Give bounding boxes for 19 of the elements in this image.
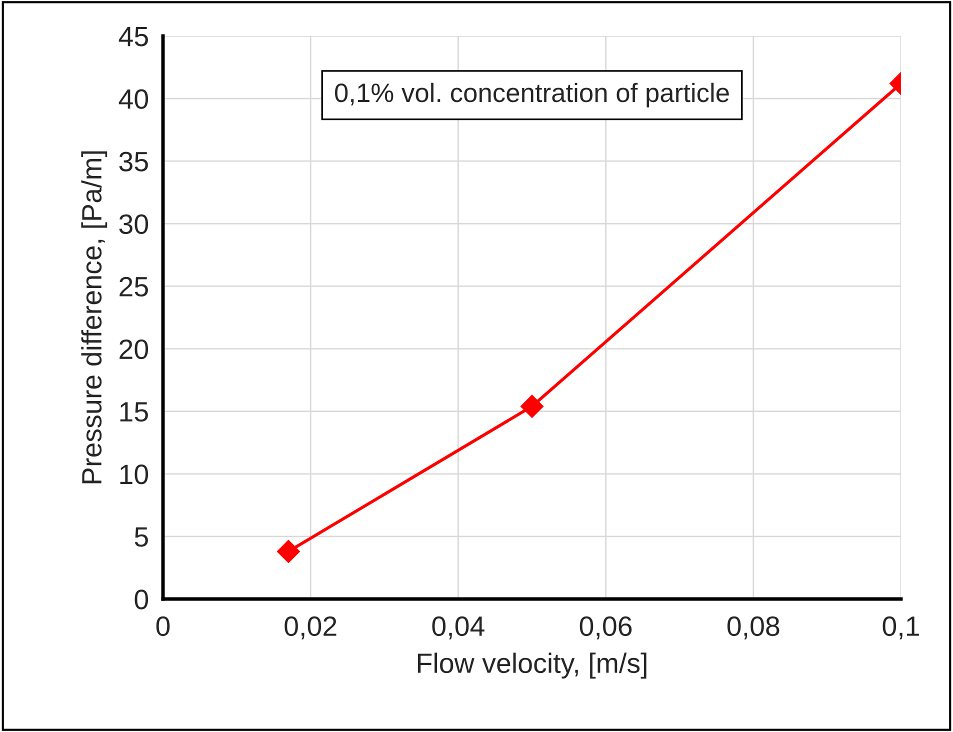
y-tick-label: 15 xyxy=(120,402,148,422)
x-tick-label: 0,08 xyxy=(727,616,780,640)
y-tick-label: 25 xyxy=(120,276,148,297)
x-tick-label: 0,06 xyxy=(580,616,632,640)
y-tick-label: 40 xyxy=(118,89,148,109)
y-tick-label: 10 xyxy=(120,464,148,484)
x-tick-label: 0,02 xyxy=(284,616,336,640)
y-tick-label: 30 xyxy=(119,214,148,234)
y-tick-label: 45 xyxy=(118,26,148,46)
y-tick-label: 0 xyxy=(134,590,148,610)
x-axis-title: Flow velocity, [m/s] xyxy=(418,652,646,679)
y-axis-title: Pressure difference, [Pa/m] xyxy=(81,151,108,484)
annotation: 0,1% vol. concentration of particle xyxy=(335,82,729,108)
x-tick-label: 0,04 xyxy=(432,616,484,640)
x-tick-label: 0 xyxy=(156,616,170,636)
x-tick-label: 0,1 xyxy=(882,616,919,640)
y-tick-label: 5 xyxy=(134,527,148,547)
y-tick-label: 35 xyxy=(119,152,148,172)
y-tick-label: 20 xyxy=(120,339,148,360)
